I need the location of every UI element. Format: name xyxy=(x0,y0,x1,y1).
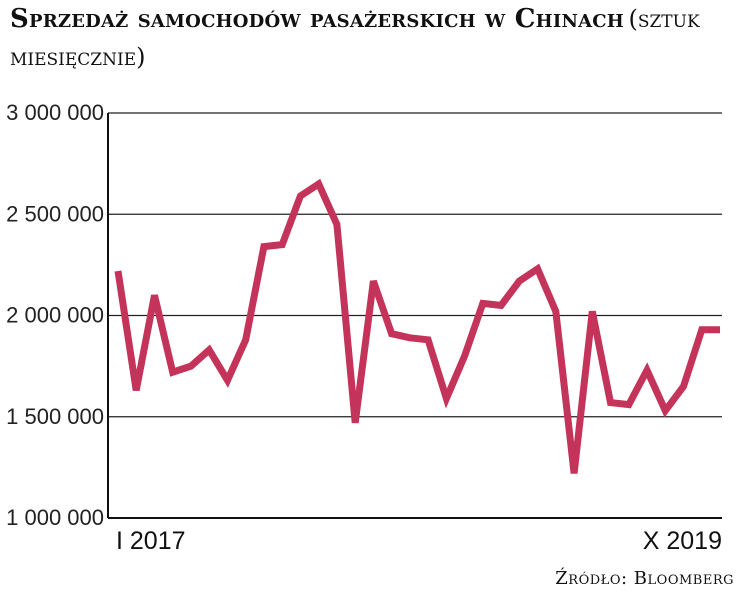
chart-title: Sprzedaż samochodów pasażerskich w China… xyxy=(10,2,740,78)
chart-title-bold: Sprzedaż samochodów pasażerskich w China… xyxy=(10,4,624,34)
x-tick-label-end: X 2019 xyxy=(643,527,722,555)
grid-lines xyxy=(108,112,722,418)
y-tick-label: 2 000 000 xyxy=(6,303,104,328)
series-line-0 xyxy=(114,178,720,474)
y-tick-label: 2 500 000 xyxy=(6,201,104,226)
x-axis: I 2017 X 2019 xyxy=(108,517,722,555)
chart-title-unit: (sztuk miesięcznie) xyxy=(10,5,700,71)
x-tick-label-start: I 2017 xyxy=(116,527,186,555)
y-tick-label: 1 500 000 xyxy=(6,404,104,429)
y-axis: 3 000 000 2 500 000 2 000 000 1 500 000 1 00… xyxy=(6,100,109,530)
y-tick-label: 3 000 000 xyxy=(6,100,104,125)
y-tick-label: 1 000 000 xyxy=(6,505,104,530)
source-note: Źródło: Bloomberg xyxy=(555,568,734,589)
series-layer xyxy=(114,178,720,474)
